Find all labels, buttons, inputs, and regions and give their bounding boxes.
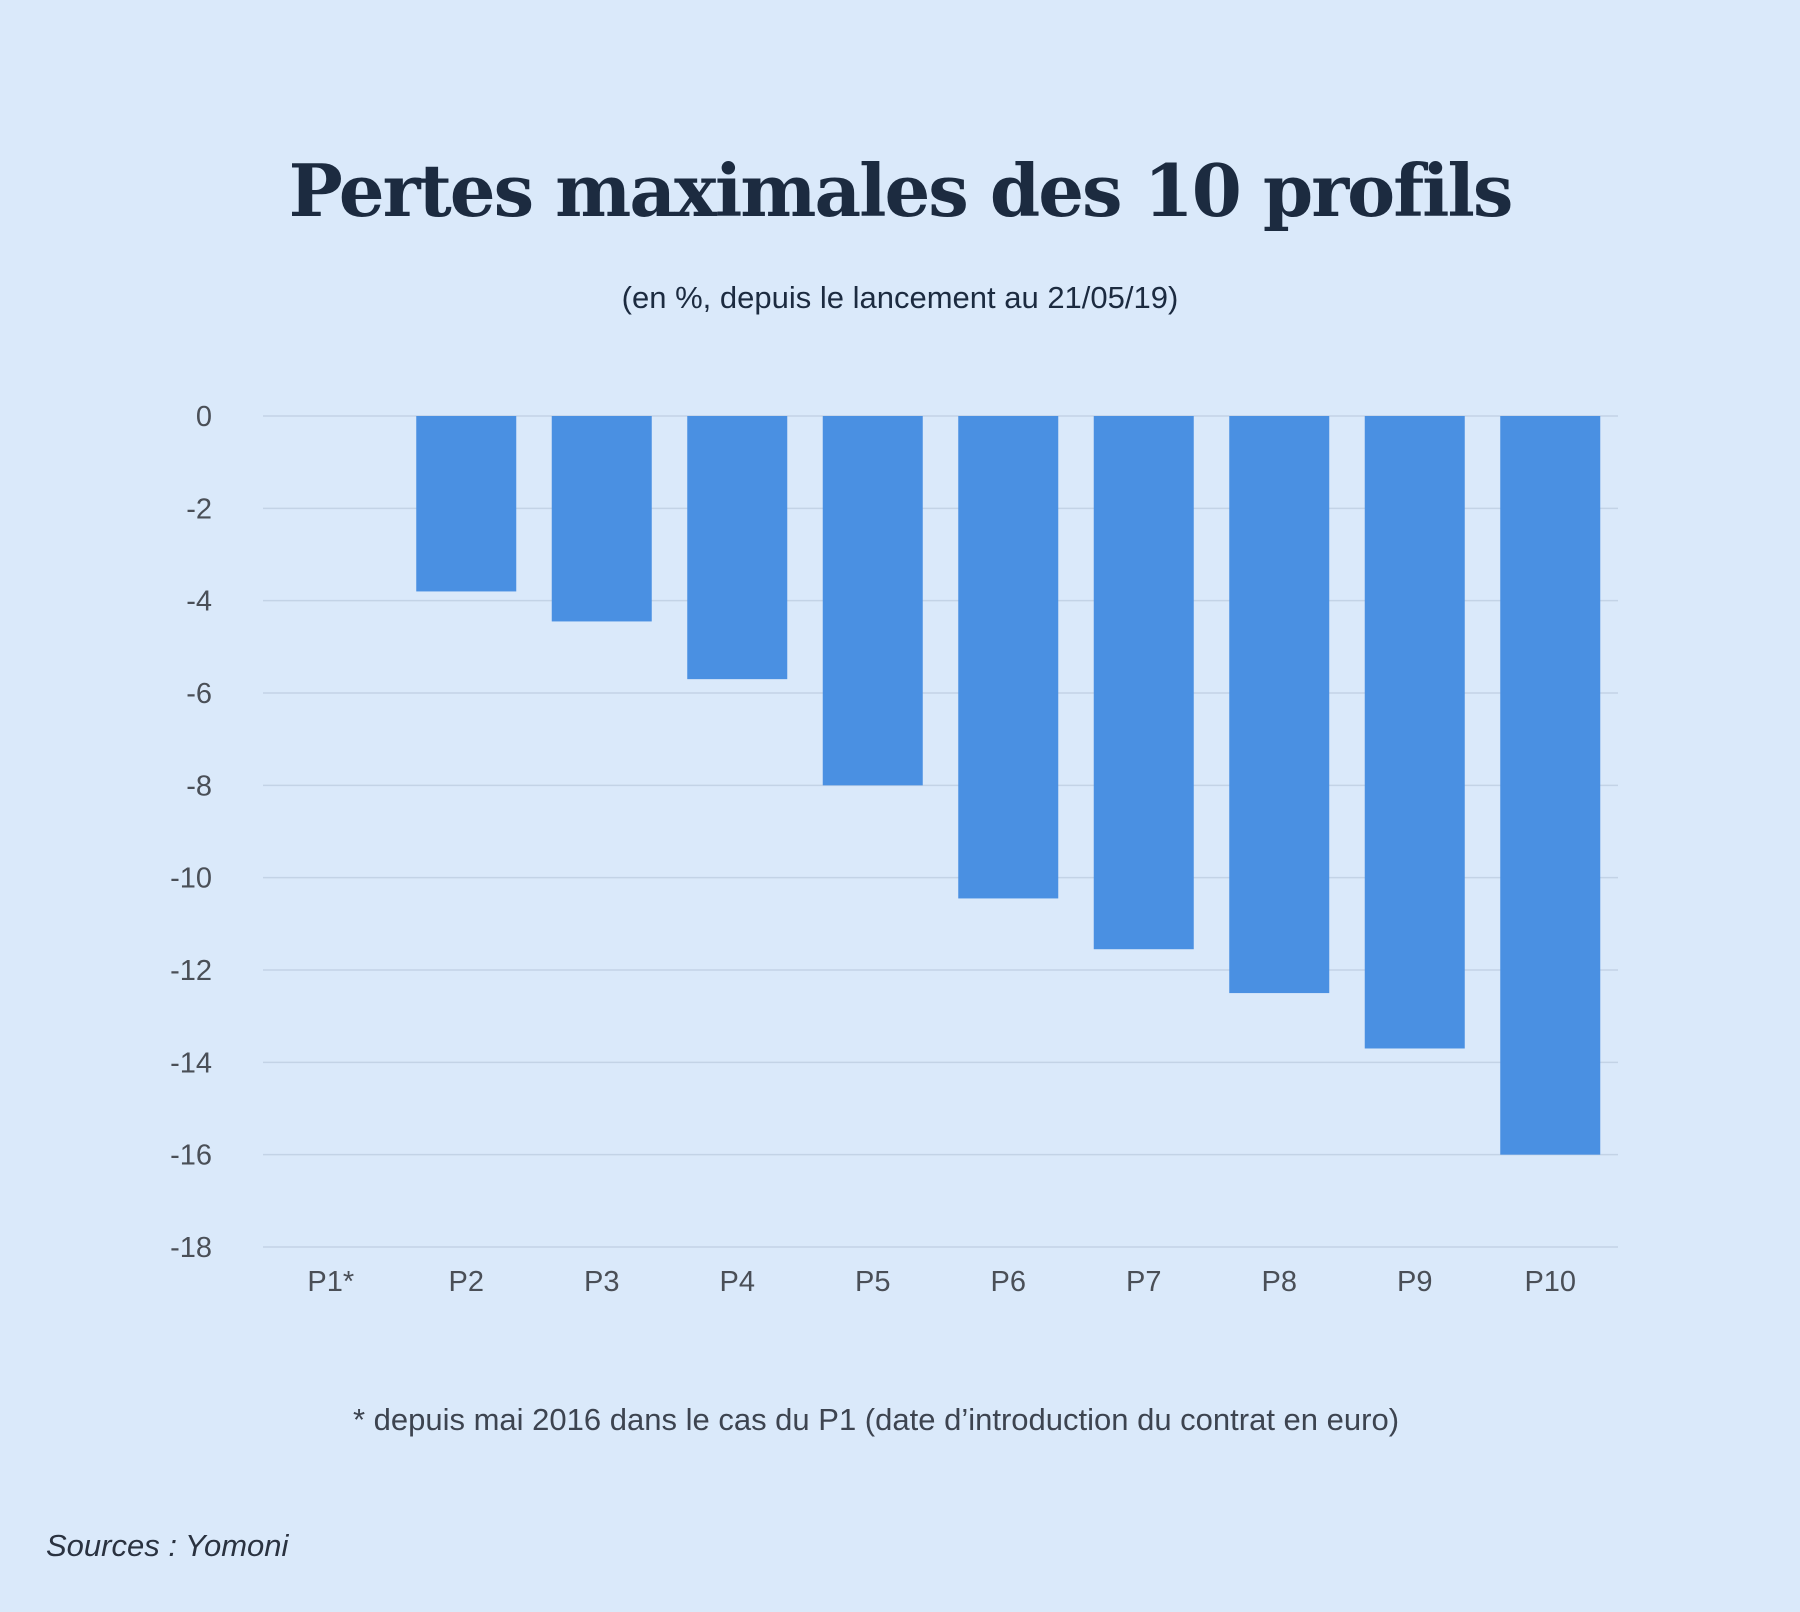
bar-p6: [958, 416, 1059, 899]
y-axis-ticks: 0 -2 -4 -6 -8 -10 -12 -14 -16 -18: [170, 401, 212, 1264]
chart-title: Pertes maximales des 10 profils: [288, 148, 1514, 233]
x-tick-label: P4: [720, 1266, 755, 1298]
y-tick-label: -16: [170, 1140, 212, 1172]
x-tick-label: P9: [1397, 1266, 1432, 1298]
chart-footnote: * depuis mai 2016 dans le cas du P1 (dat…: [352, 1402, 1400, 1437]
x-tick-label: P10: [1524, 1266, 1576, 1298]
bar-p9: [1364, 416, 1465, 1049]
y-tick-label: -8: [186, 770, 212, 802]
x-tick-label: P7: [1126, 1266, 1161, 1298]
bar-p8: [1229, 416, 1330, 994]
source-note: Sources : Yomoni: [46, 1528, 289, 1563]
y-tick-label: -2: [186, 493, 212, 525]
bar-p7: [1093, 416, 1194, 950]
x-tick-label: P3: [584, 1266, 619, 1298]
x-tick-label: P2: [449, 1266, 484, 1298]
y-tick-label: -18: [170, 1232, 212, 1264]
y-tick-label: 0: [196, 401, 212, 433]
bar-p10: [1500, 416, 1601, 1155]
bar-p3: [551, 416, 652, 622]
y-tick-label: -12: [170, 955, 212, 987]
bar-p5: [822, 416, 923, 786]
bar-p2: [416, 416, 517, 592]
bar-p4: [687, 416, 788, 680]
chart-subtitle: (en %, depuis le lancement au 21/05/19): [621, 280, 1179, 315]
x-tick-label: P8: [1262, 1266, 1297, 1298]
y-tick-label: -4: [186, 586, 212, 618]
x-tick-label: P5: [855, 1266, 890, 1298]
y-tick-label: -10: [170, 863, 212, 895]
x-tick-label: P1*: [307, 1266, 354, 1298]
x-axis-ticks: P1* P2 P3 P4 P5 P6 P7 P8 P9 P10: [307, 1266, 1576, 1298]
bars: [416, 416, 1601, 1155]
x-tick-label: P6: [991, 1266, 1026, 1298]
y-tick-label: -14: [170, 1047, 212, 1079]
y-tick-label: -6: [186, 678, 212, 710]
